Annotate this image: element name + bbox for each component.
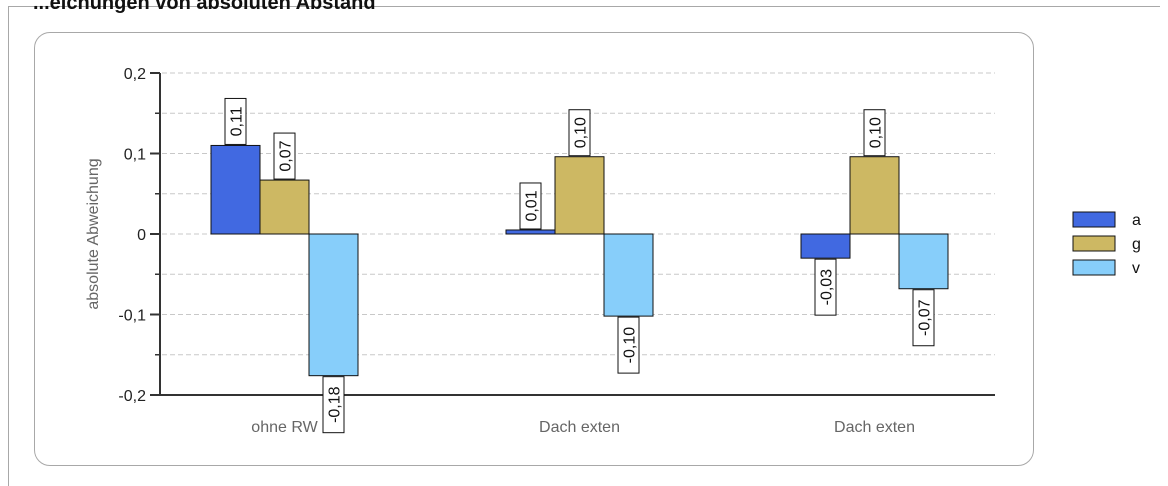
y-tick-label: -0,2 (118, 388, 146, 405)
data-label-box (617, 316, 640, 374)
data-label: -0,03 (814, 258, 837, 316)
data-label: -0,10 (617, 316, 640, 374)
legend: agv (1072, 211, 1141, 277)
data-label-box (273, 132, 296, 180)
data-label-box (814, 258, 837, 316)
y-tick-label: 0,2 (124, 66, 146, 83)
data-label-box (863, 109, 886, 157)
x-tick-label: Dach exten (539, 419, 620, 436)
data-label-text: -0,10 (622, 327, 639, 364)
data-label-box (568, 109, 591, 157)
data-label-text: 0,10 (868, 117, 885, 148)
data-label-text: 0,11 (229, 106, 246, 136)
chart-frame: ...eichungen von absoluten Abstand (8, 0, 1160, 486)
y-tick-label: 0,1 (124, 147, 146, 164)
data-label: -0,07 (912, 289, 935, 347)
data-label-box (224, 97, 247, 145)
bar-v (308, 233, 359, 377)
legend-swatch-v (1072, 259, 1116, 276)
bar-v (898, 233, 949, 290)
legend-label-v: v (1132, 260, 1140, 277)
y-tick-label: -0,1 (118, 308, 146, 325)
data-label: 0,01 (519, 182, 542, 230)
bar-a (505, 229, 556, 235)
bar-v (603, 233, 654, 317)
page-title: ...eichungen von absoluten Abstand (33, 0, 376, 14)
bar-g (554, 156, 605, 235)
data-label: 0,07 (273, 132, 296, 180)
data-label-box (519, 182, 542, 230)
data-label: 0,11 (224, 97, 247, 145)
legend-swatch-g (1072, 235, 1116, 252)
data-label-text: -0,03 (819, 269, 836, 306)
data-labels: 0,11 0,07 -0,18 0,01 0,10 -0,10 -0,03 0,10 -0,07 (224, 97, 935, 434)
bar-a (800, 233, 851, 259)
data-label-text: -0,18 (327, 386, 344, 423)
x-tick-label: ohne RW (251, 419, 318, 436)
data-label: 0,10 (568, 109, 591, 157)
legend-label-a: a (1132, 212, 1141, 229)
data-label-text: 0,10 (573, 117, 590, 148)
legend-label-g: g (1132, 236, 1141, 253)
x-tick-label: Dach exten (834, 419, 915, 436)
chart-panel (34, 32, 1034, 466)
data-label: -0,18 (322, 376, 345, 434)
data-label: 0,10 (863, 109, 886, 157)
data-label-box (322, 376, 345, 434)
bars (210, 144, 949, 377)
y-axis-title: absolute Abweichung (85, 158, 102, 309)
bar-g (259, 179, 310, 235)
bar-a (210, 144, 261, 235)
y-tick-label: 0 (137, 227, 146, 244)
data-label-box (912, 289, 935, 347)
legend-swatch-a (1072, 211, 1116, 228)
data-label-text: 0,07 (278, 140, 295, 171)
data-label-text: 0,01 (524, 190, 541, 221)
data-label-text: -0,07 (917, 299, 934, 336)
bar-g (849, 156, 900, 235)
